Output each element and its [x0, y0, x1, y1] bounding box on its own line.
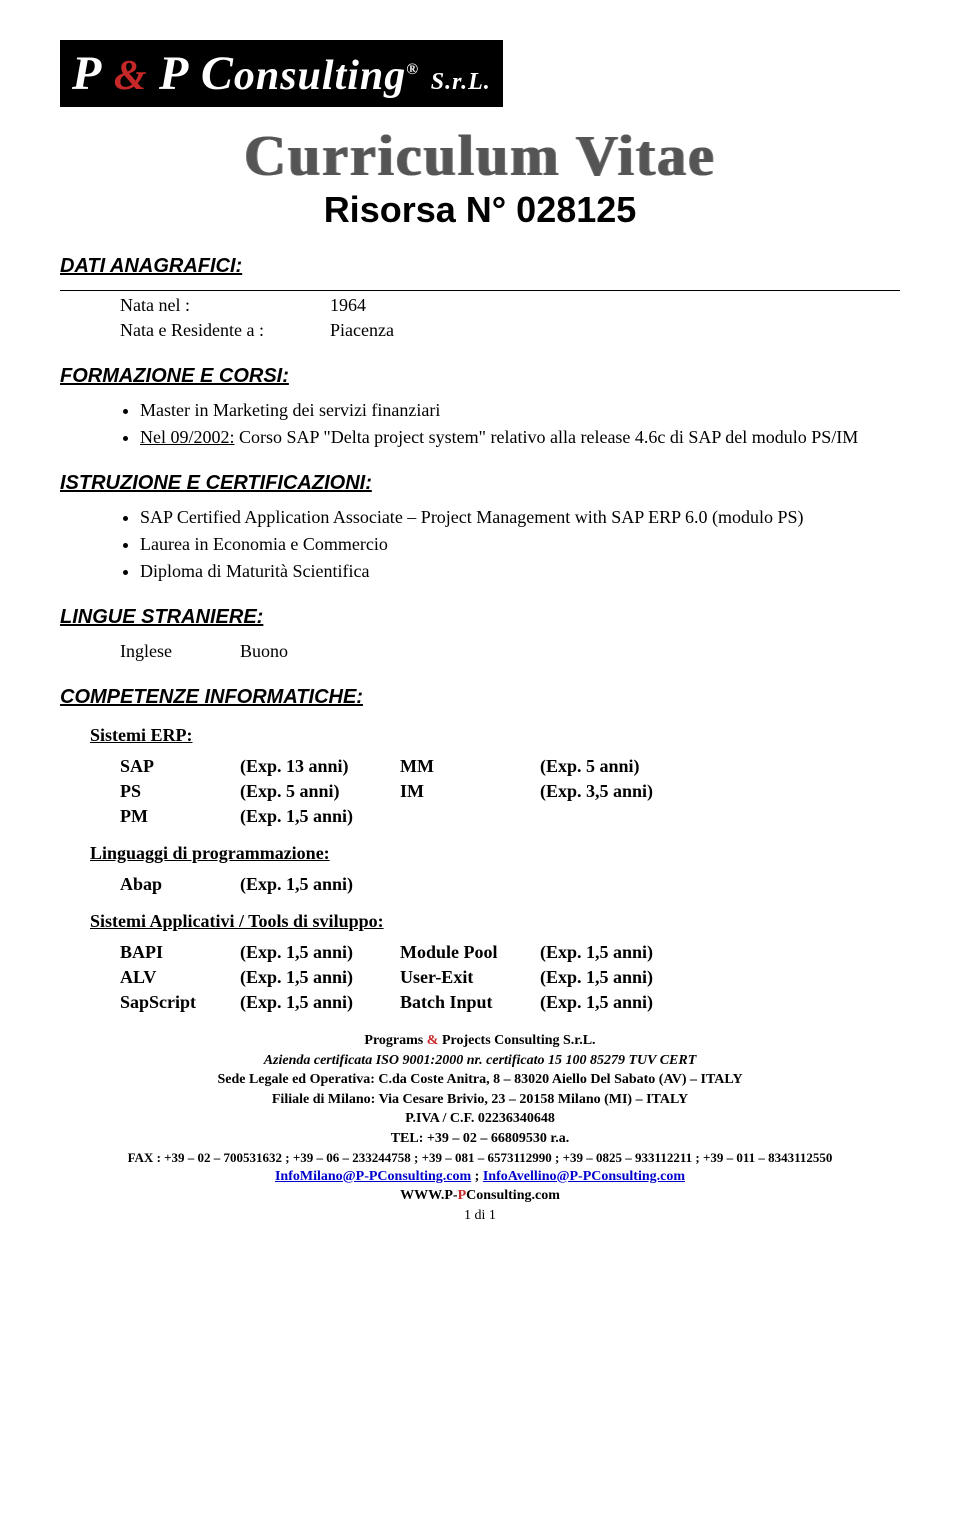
email-link[interactable]: InfoMilano@P-PConsulting.com [275, 1169, 471, 1184]
tools-subtitle: Sistemi Applicativi / Tools di sviluppo: [90, 911, 900, 932]
exp: (Exp. 5 anni) [240, 781, 400, 802]
section-formazione: FORMAZIONE E CORSI: [60, 365, 900, 388]
erp-subtitle: Sistemi ERP: [90, 725, 900, 746]
skill: PS [120, 781, 240, 802]
exp: (Exp. 1,5 anni) [240, 942, 400, 963]
skill: ALV [120, 967, 240, 988]
exp: (Exp. 1,5 anni) [240, 874, 400, 895]
footer-piva: P.IVA / C.F. 02236340648 [60, 1109, 900, 1129]
page-number: 1 di 1 [60, 1206, 900, 1226]
footer-www: WWW.P-PConsulting.com [60, 1186, 900, 1206]
erp-row: PS (Exp. 5 anni) IM (Exp. 3,5 anni) [120, 781, 900, 802]
section-lingue: LINGUE STRANIERE: [60, 606, 900, 629]
exp: (Exp. 1,5 anni) [240, 806, 400, 827]
lang-row: Abap (Exp. 1,5 anni) [120, 874, 900, 895]
list-item: Nel 09/2002: Corso SAP "Delta project sy… [140, 427, 900, 448]
footer-filiale: Filiale di Milano: Via Cesare Brivio, 23… [60, 1090, 900, 1110]
istruzione-list: SAP Certified Application Associate – Pr… [140, 507, 900, 582]
skill: User-Exit [400, 967, 540, 988]
skill: Module Pool [400, 942, 540, 963]
lang-subtitle: Linguaggi di programmazione: [90, 843, 900, 864]
erp-row: PM (Exp. 1,5 anni) [120, 806, 900, 827]
footer-tel: TEL: +39 – 02 – 66809530 r.a. [60, 1129, 900, 1149]
exp: (Exp. 1,5 anni) [240, 992, 400, 1013]
skill: BAPI [120, 942, 240, 963]
skill: SapScript [120, 992, 240, 1013]
label: Nata nel : [120, 295, 330, 316]
data-row: Nata nel : 1964 [120, 295, 900, 316]
skill: SAP [120, 756, 240, 777]
footer-company: Programs & Projects Consulting S.r.L. [60, 1031, 900, 1051]
company-logo: P & P Consulting® S.r.L. [60, 40, 503, 107]
section-competenze: COMPETENZE INFORMATICHE: [60, 686, 900, 709]
tool-row: ALV (Exp. 1,5 anni) User-Exit (Exp. 1,5 … [120, 967, 900, 988]
list-item: Laurea in Economia e Commercio [140, 534, 900, 555]
divider [60, 290, 900, 291]
label: Nata e Residente a : [120, 320, 330, 341]
skill: Batch Input [400, 992, 540, 1013]
list-item: Diploma di Maturità Scientifica [140, 561, 900, 582]
document-page: P & P Consulting® S.r.L. Curriculum Vita… [0, 0, 960, 1246]
exp: (Exp. 13 anni) [240, 756, 400, 777]
skill: Abap [120, 874, 240, 895]
skill: MM [400, 756, 540, 777]
list-item: Master in Marketing dei servizi finanzia… [140, 400, 900, 421]
exp: (Exp. 5 anni) [540, 756, 640, 777]
resource-number: Risorsa N° 028125 [60, 189, 900, 231]
exp: (Exp. 3,5 anni) [540, 781, 653, 802]
list-item: SAP Certified Application Associate – Pr… [140, 507, 900, 528]
footer-emails: InfoMilano@P-PConsulting.com ; InfoAvell… [60, 1167, 900, 1187]
cv-title: Curriculum Vitae [60, 122, 900, 189]
language-name: Inglese [120, 641, 240, 662]
skill: PM [120, 806, 240, 827]
tool-row: BAPI (Exp. 1,5 anni) Module Pool (Exp. 1… [120, 942, 900, 963]
exp: (Exp. 1,5 anni) [540, 967, 653, 988]
footer-iso: Azienda certificata ISO 9001:2000 nr. ce… [60, 1051, 900, 1071]
email-link[interactable]: InfoAvellino@P-PConsulting.com [483, 1169, 685, 1184]
value: 1964 [330, 295, 366, 316]
erp-row: SAP (Exp. 13 anni) MM (Exp. 5 anni) [120, 756, 900, 777]
exp: (Exp. 1,5 anni) [240, 967, 400, 988]
footer: Programs & Projects Consulting S.r.L. Az… [60, 1031, 900, 1226]
footer-sede: Sede Legale ed Operativa: C.da Coste Ani… [60, 1070, 900, 1090]
section-dati-anagrafici: DATI ANAGRAFICI: [60, 255, 900, 278]
language-level: Buono [240, 641, 288, 662]
footer-fax: FAX : +39 – 02 – 700531632 ; +39 – 06 – … [60, 1149, 900, 1167]
section-istruzione: ISTRUZIONE E CERTIFICAZIONI: [60, 472, 900, 495]
exp: (Exp. 1,5 anni) [540, 942, 653, 963]
exp: (Exp. 1,5 anni) [540, 992, 653, 1013]
value: Piacenza [330, 320, 394, 341]
language-row: Inglese Buono [120, 641, 900, 662]
data-row: Nata e Residente a : Piacenza [120, 320, 900, 341]
tool-row: SapScript (Exp. 1,5 anni) Batch Input (E… [120, 992, 900, 1013]
formazione-list: Master in Marketing dei servizi finanzia… [140, 400, 900, 448]
skill: IM [400, 781, 540, 802]
